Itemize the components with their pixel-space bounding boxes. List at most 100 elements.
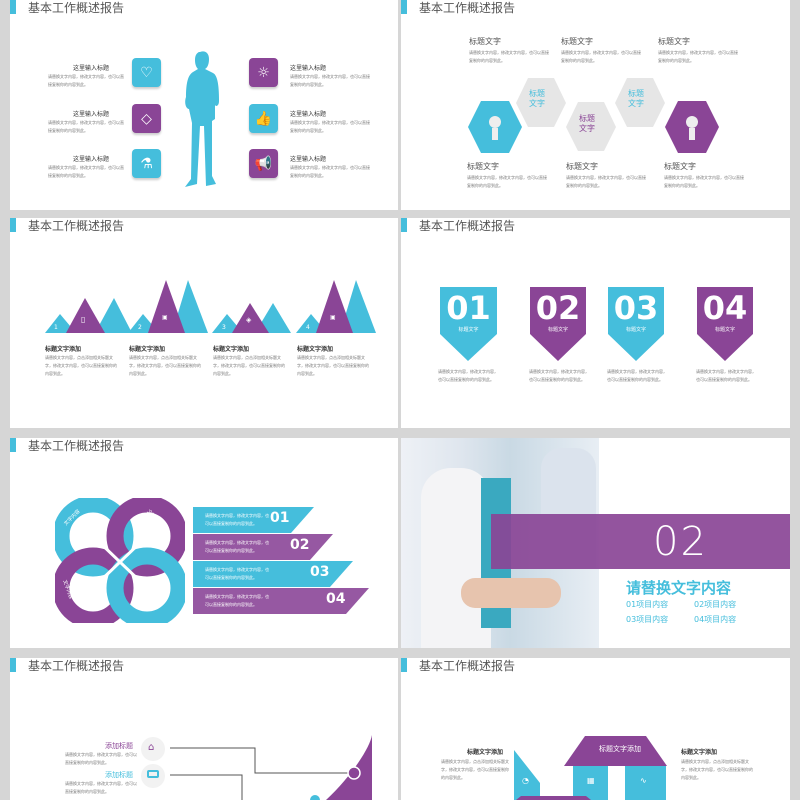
- body-text: 请替换文字内容，修改文字内容，也可以直接复制你的内容到此。: [438, 369, 498, 382]
- ribbon-list: [193, 507, 369, 614]
- thumbs-up-icon: 👍: [249, 104, 278, 133]
- home-icon: ⌂: [148, 742, 155, 753]
- item-label: 这里输入标题: [73, 156, 110, 163]
- body-text: 请替换文字内容，修改文字内容，也可以直接复制你的内容到此。: [561, 50, 641, 63]
- heading: 标题文字添加: [467, 749, 504, 756]
- item: 04项目内容: [694, 615, 737, 624]
- ribbon-text: 请替换文字内容，修改文字内容，也可以直接复制你的内容到此。: [205, 513, 269, 526]
- slide-7[interactable]: 基本工作概述报告 ⌂ 添加标题 请替换文字内容，修改文字内容，也可以直接复制你的…: [10, 658, 398, 800]
- heading: 标题文字: [561, 37, 593, 46]
- item-body: 请替换文字内容，修改文字内容，也可以直接复制你的内容到此。: [48, 165, 124, 178]
- shield-03: 03 标题文字: [613, 289, 659, 333]
- shield-01: 01 标题文字: [446, 289, 491, 333]
- number: 3: [222, 324, 226, 331]
- megaphone-icon: 📢: [249, 149, 278, 178]
- slide-title: 基本工作概述报告: [419, 659, 516, 673]
- item-label: 这里输入标题: [290, 65, 327, 72]
- body-text: 请替换文字内容，点击添加相关标题文字，修改文字内容，也可以直接复制你的内容到此。: [297, 355, 369, 376]
- section-band: 02: [491, 514, 790, 569]
- calendar-icon: ▣: [162, 314, 168, 321]
- top-label: 标题文字添加: [599, 745, 641, 753]
- mug-icon: ▯: [81, 315, 86, 324]
- item: 01项目内容: [626, 600, 669, 609]
- battery-icon: [147, 770, 159, 778]
- hex-label: 标题 文字: [628, 89, 644, 108]
- ribbon-text: 请替换文字内容，修改文字内容，也可以直接复制你的内容到此。: [205, 567, 269, 580]
- heading: 标题文字添加: [681, 749, 718, 756]
- slide-3[interactable]: 基本工作概述报告 1 2 3 4 ▯ ▣ ◈ ▣ 标题文字添加 请替换文字内容，…: [10, 218, 398, 428]
- item: 03项目内容: [626, 615, 669, 624]
- slide-title: 基本工作概述报告: [28, 219, 125, 233]
- body-text: 请替换文字内容，修改文字内容，也可以直接复制你的内容到此。: [65, 781, 137, 794]
- headline: 请替换文字内容: [626, 579, 732, 597]
- ribbon-number: 03: [310, 564, 330, 580]
- item-body: 请替换文字内容，修改文字内容，也可以直接复制你的内容到此。: [290, 120, 370, 133]
- cube-icon: ◈: [246, 316, 252, 324]
- mountains-chart: [45, 280, 376, 333]
- slide-title: 基本工作概述报告: [28, 439, 125, 453]
- heading: 标题文字: [658, 37, 690, 46]
- title-accent: [401, 0, 407, 14]
- slide-title: 基本工作概述报告: [419, 1, 516, 15]
- heading: 标题文字添加: [129, 346, 166, 353]
- number: 4: [306, 324, 310, 331]
- ribbon-number: 02: [290, 537, 310, 553]
- path-diagram: [514, 736, 667, 800]
- hex-label: 标题 文字: [579, 114, 595, 133]
- heading: 标题文字添加: [45, 346, 82, 353]
- slide-5[interactable]: 基本工作概述报告 文字内容 文字内容 文字内容 文字内容 请替换文字内容，修改文…: [10, 438, 398, 648]
- grid-icon: ▦: [587, 776, 595, 785]
- item-label: 这里输入标题: [73, 111, 110, 118]
- heading: 标题文字添加: [297, 346, 334, 353]
- person-silhouette: [185, 51, 219, 188]
- heading: 标题文字添加: [213, 346, 250, 353]
- slide-8[interactable]: 基本工作概述报告 ◔ ▦ ∿ 标题文字添加 标题文字添加 请替换文字内容，点击添…: [401, 658, 790, 800]
- heading: 标题文字: [664, 162, 696, 171]
- slide-title: 基本工作概述报告: [419, 219, 516, 233]
- slide-6[interactable]: 02 请替换文字内容 01项目内容 02项目内容 03项目内容 04项目内容: [401, 438, 790, 648]
- slide-2[interactable]: 基本工作概述报告 标题 文字 标题 文字 标题 文字 标题文字 请替换文字内容，修改文…: [401, 0, 790, 210]
- title-accent: [401, 218, 407, 232]
- body-text: 请替换文字内容，点击添加相关标题文字，修改文字内容，也可以直接复制你的内容到此。: [129, 355, 201, 376]
- body-text: 请替换文字内容，点击添加相关标题文字，修改文字内容，也可以直接复制你的内容到此。: [681, 759, 753, 780]
- body-text: 请替换文字内容，修改文字内容，也可以直接复制你的内容到此。: [664, 175, 744, 188]
- slide-4[interactable]: 基本工作概述报告 01 标题文字 02 标题文字 03 标题文字 04 标题文字 请替换…: [401, 218, 790, 428]
- slide-1[interactable]: 基本工作概述报告 ♡ ◇ ⚗ ☼ 👍 📢 这里输入标题 请替换文字内容，修改文字…: [10, 0, 398, 210]
- title-accent: [401, 658, 407, 672]
- body-text: 请替换文字内容，修改文字内容，也可以直接复制你的内容到此。: [65, 752, 137, 765]
- chart-icon: ∿: [640, 776, 647, 785]
- item-body: 请替换文字内容，修改文字内容，也可以直接复制你的内容到此。: [290, 74, 370, 87]
- heading: 标题文字: [469, 37, 501, 46]
- item-body: 请替换文字内容，修改文字内容，也可以直接复制你的内容到此。: [290, 165, 370, 178]
- body-text: 请替换文字内容，修改文字内容，也可以直接复制你的内容到此。: [658, 50, 738, 63]
- ribbon-text: 请替换文字内容，修改文字内容，也可以直接复制你的内容到此。: [205, 594, 269, 607]
- section-number: 02: [653, 518, 708, 565]
- title-accent: [10, 218, 16, 232]
- body-text: 请替换文字内容，点击添加相关标题文字，修改文字内容，也可以直接复制你的内容到此。: [213, 355, 285, 376]
- item-body: 请替换文字内容，修改文字内容，也可以直接复制你的内容到此。: [48, 120, 124, 133]
- calendar-icon: ▣: [330, 314, 336, 321]
- body-text: 请替换文字内容，修改文字内容，也可以直接复制你的内容到此。: [467, 175, 547, 188]
- lightbulb-icon: ☼: [249, 58, 278, 87]
- body-text: 请替换文字内容，点击添加相关标题文字，修改文字内容，也可以直接复制你的内容到此。: [45, 355, 117, 376]
- quatrefoil-arrows: [55, 498, 185, 623]
- heart-icon: ♡: [132, 58, 161, 87]
- ribbon-number: 04: [326, 591, 346, 607]
- flask-icon: ⚗: [132, 149, 161, 178]
- diamond-icon: ◇: [132, 104, 161, 133]
- hexagon-chain: [468, 78, 719, 153]
- ribbon-text: 请替换文字内容，修改文字内容，也可以直接复制你的内容到此。: [205, 540, 269, 553]
- title-accent: [10, 658, 16, 672]
- label: 添加标题: [105, 742, 133, 750]
- body-text: 请替换文字内容，点击添加相关标题文字，修改文字内容，也可以直接复制你的内容到此。: [441, 759, 509, 780]
- number: 2: [138, 324, 142, 331]
- number: 1: [54, 324, 58, 331]
- heading: 标题文字: [467, 162, 499, 171]
- title-accent: [10, 0, 16, 14]
- body-text: 请替换文字内容，修改文字内容，也可以直接复制你的内容到此。: [469, 50, 549, 63]
- slide-title: 基本工作概述报告: [28, 1, 125, 15]
- label: 添加标题: [105, 771, 133, 779]
- item-label: 这里输入标题: [73, 65, 110, 72]
- heading: 标题文字: [566, 162, 598, 171]
- body-text: 请替换文字内容，修改文字内容，也可以直接复制你的内容到此。: [696, 369, 756, 382]
